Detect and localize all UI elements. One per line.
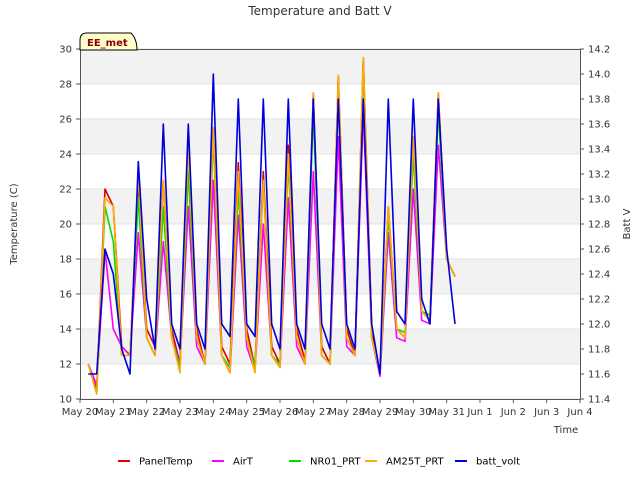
y-tick-label: 30 xyxy=(59,45,72,56)
x-tick-label: May 22 xyxy=(128,407,165,418)
grid-band xyxy=(80,119,580,154)
y-tick-label: 14 xyxy=(59,325,72,336)
legend: PanelTemp AirT NR01_PRT AM25T_PRT batt_volt xyxy=(118,457,520,468)
y2-tick-label: 12.8 xyxy=(588,220,610,231)
station-badge-label: EE_met xyxy=(87,38,128,49)
y-tick-label: 16 xyxy=(59,290,72,301)
y2-tick-label: 12.2 xyxy=(588,295,610,306)
x-tick-label: May 25 xyxy=(228,407,265,418)
x-tick-label: Jun 1 xyxy=(466,407,492,418)
y2-tick-label: 13.4 xyxy=(588,145,610,156)
y-tick-label: 12 xyxy=(59,360,72,371)
x-tick-label: May 27 xyxy=(295,407,332,418)
y-tick-label: 22 xyxy=(59,185,72,196)
legend-label: PanelTemp xyxy=(139,457,193,468)
legend-label: batt_volt xyxy=(476,457,520,468)
legend-label: AirT xyxy=(233,457,254,468)
x-tick-label: Jun 4 xyxy=(566,407,592,418)
y2-tick-label: 13.6 xyxy=(588,120,610,131)
chart-title: Temperature and Batt V xyxy=(247,4,392,18)
series-line-am25t-prt xyxy=(87,57,456,395)
x-tick-label: Jun 3 xyxy=(533,407,559,418)
x-tick-label: May 28 xyxy=(328,407,365,418)
y2-tick-label: 11.8 xyxy=(588,345,610,356)
y-axis-title: Temperature (C) xyxy=(9,183,20,265)
grid-band xyxy=(80,49,580,84)
y-axis-left: 10 12 14 16 18 20 22 24 26 28 30 xyxy=(59,45,80,406)
y2-tick-label: 12.0 xyxy=(588,320,610,331)
grid-bands xyxy=(80,48,580,400)
y-tick-label: 10 xyxy=(59,395,72,406)
x-tick-label: May 31 xyxy=(428,407,465,418)
y2-tick-label: 13.0 xyxy=(588,195,610,206)
legend-label: AM25T_PRT xyxy=(386,457,445,468)
x-tick-label: May 30 xyxy=(395,407,432,418)
y-axis-right: 11.4 11.6 11.8 12.0 12.2 12.4 12.6 12.8 13.0 13.2… xyxy=(580,45,610,406)
y-tick-label: 18 xyxy=(59,255,72,266)
series-layer xyxy=(87,57,456,395)
y2-tick-label: 12.6 xyxy=(588,245,610,256)
x-tick-label: May 29 xyxy=(362,407,399,418)
legend-label: NR01_PRT xyxy=(310,457,361,468)
x-tick-label: May 23 xyxy=(162,407,199,418)
y2-tick-label: 13.2 xyxy=(588,170,610,181)
station-badge: EE_met xyxy=(79,32,138,51)
x-tick-label: May 20 xyxy=(62,407,99,418)
y2-tick-label: 13.8 xyxy=(588,95,610,106)
y2-tick-label: 14.0 xyxy=(588,70,610,81)
x-tick-label: May 24 xyxy=(195,407,232,418)
y2-tick-label: 11.6 xyxy=(588,370,610,381)
series-line-batt-volt xyxy=(88,73,456,375)
y-tick-label: 24 xyxy=(59,150,72,161)
x-tick-label: May 21 xyxy=(95,407,132,418)
y2-tick-label: 14.2 xyxy=(588,45,610,56)
y-tick-label: 28 xyxy=(59,80,72,91)
x-axis-title: Time xyxy=(553,425,578,436)
y2-axis-title: Batt V xyxy=(622,208,633,239)
y2-tick-label: 12.4 xyxy=(588,270,610,281)
y-tick-label: 26 xyxy=(59,115,72,126)
x-tick-label: May 26 xyxy=(262,407,299,418)
grid-band xyxy=(80,259,580,294)
x-tick-label: Jun 2 xyxy=(500,407,526,418)
y2-tick-label: 11.4 xyxy=(588,395,610,406)
y-tick-label: 20 xyxy=(59,220,72,231)
grid-band xyxy=(80,189,580,224)
